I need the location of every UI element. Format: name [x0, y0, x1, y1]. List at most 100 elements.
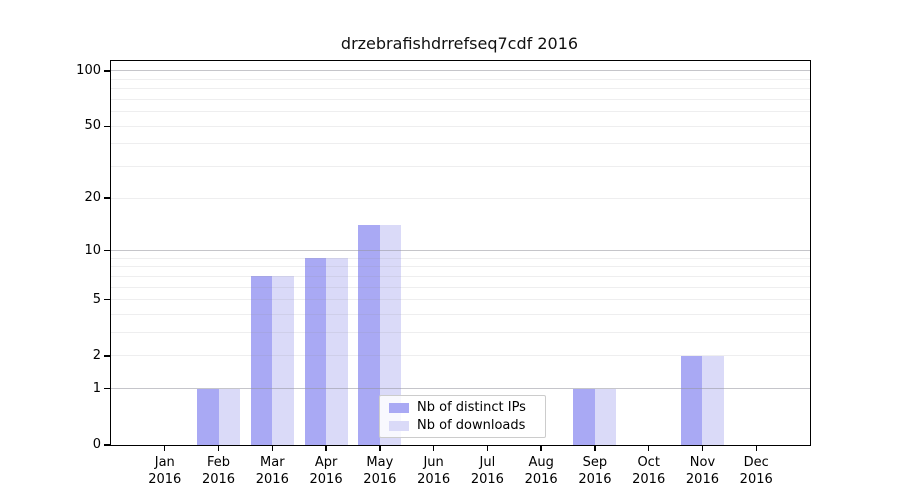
- y-minor-gridline: [111, 143, 810, 145]
- x-tick-mark: [594, 445, 596, 451]
- legend-row-downloads: Nb of downloads: [389, 418, 545, 433]
- y-tick-label: 100: [76, 62, 101, 78]
- y-minor-gridline: [111, 98, 810, 100]
- x-tick-month: Jan: [154, 455, 175, 470]
- bar-downloads-feb: [218, 388, 241, 445]
- x-tick-year: 2016: [739, 472, 773, 487]
- y-minor-gridline: [111, 299, 810, 301]
- y-minor-gridline: [111, 111, 810, 113]
- y-tick-mark: [104, 299, 110, 301]
- y-major-gridline: [111, 250, 810, 252]
- y-minor-gridline: [111, 166, 810, 168]
- y-tick-label: 50: [84, 118, 101, 134]
- x-tick-month: Apr: [314, 455, 338, 470]
- x-tick-mark: [486, 445, 489, 451]
- y-tick-label: 10: [84, 242, 101, 258]
- legend-row-distinct-ips: Nb of distinct IPs: [389, 400, 545, 415]
- y-tick-mark: [104, 355, 110, 357]
- y-major-gridline: [111, 70, 810, 72]
- y-minor-gridline: [111, 257, 810, 259]
- plot-area: Nb of distinct IPs Nb of downloads 0 1 2 5 1…: [76, 60, 811, 487]
- x-tick-mark: [540, 445, 542, 451]
- bar-distinct-ips-sep: [573, 388, 595, 445]
- chart-title: drzebrafishdrrefseq7cdf 2016: [340, 34, 579, 53]
- y-tick-mark: [104, 249, 110, 252]
- bar-downloads-may: [379, 225, 402, 445]
- legend-label-downloads: Nb of downloads: [417, 418, 526, 433]
- x-tick-year: 2016: [255, 472, 289, 487]
- legend-swatch-downloads: [389, 420, 409, 431]
- bar-distinct-ips-feb: [197, 388, 219, 445]
- x-tick-mark: [701, 445, 704, 451]
- x-tick-year: 2016: [632, 472, 666, 487]
- bar-downloads-sep: [594, 388, 617, 445]
- x-tick-month: Sep: [582, 455, 608, 470]
- y-minor-gridline: [111, 286, 810, 288]
- y-minor-gridline: [111, 266, 810, 268]
- x-tick-month: Nov: [689, 455, 716, 470]
- y-tick-label: 2: [92, 347, 101, 363]
- x-tick-mark: [164, 445, 166, 451]
- x-tick-month: Feb: [207, 455, 231, 470]
- x-tick-year: 2016: [685, 472, 719, 487]
- y-tick-mark: [104, 70, 110, 72]
- y-minor-gridline: [111, 332, 810, 334]
- x-tick-label: Oct 2016: [619, 454, 679, 488]
- bar-distinct-ips-mar: [250, 276, 273, 445]
- bar-distinct-ips-nov: [680, 355, 703, 445]
- x-tick-label: Jun 2016: [404, 454, 464, 488]
- y-minor-gridline: [111, 275, 810, 277]
- x-tick-year: 2016: [470, 472, 504, 487]
- y-tick-mark: [104, 125, 110, 127]
- x-tick-mark: [379, 445, 381, 451]
- x-tick-mark: [755, 445, 757, 451]
- x-tick-year: 2016: [201, 472, 236, 487]
- legend-label-distinct-ips: Nb of distinct IPs: [417, 400, 526, 415]
- legend-swatch-distinct-ips: [389, 402, 409, 413]
- bar-downloads-apr: [326, 258, 348, 445]
- bar-distinct-ips-may: [358, 225, 380, 445]
- x-tick-month: Aug: [528, 455, 554, 470]
- x-tick-label: Jul 2016: [457, 454, 517, 488]
- x-tick-month: Jun: [423, 455, 444, 470]
- x-tick-month: Dec: [743, 455, 769, 470]
- y-minor-gridline: [111, 125, 810, 127]
- x-tick-label: Aug 2016: [511, 454, 571, 488]
- y-minor-gridline: [111, 197, 810, 199]
- y-tick-mark: [104, 444, 110, 446]
- x-tick-mark: [432, 445, 435, 451]
- x-tick-year: 2016: [148, 472, 182, 487]
- x-tick-year: 2016: [363, 472, 397, 487]
- y-minor-gridline: [111, 314, 810, 315]
- x-tick-label: Apr 2016: [296, 454, 356, 488]
- bar-downloads-nov: [702, 355, 724, 445]
- x-tick-label: Sep 2016: [565, 454, 625, 488]
- x-tick-label: Mar 2016: [242, 454, 302, 488]
- x-tick-mark: [325, 445, 327, 451]
- x-tick-year: 2016: [578, 472, 612, 487]
- x-tick-mark: [217, 445, 220, 451]
- y-tick-mark: [104, 197, 110, 199]
- y-tick-mark: [104, 388, 110, 390]
- x-tick-label: Jan 2016: [135, 454, 195, 488]
- x-tick-mark: [271, 445, 273, 451]
- y-tick-label: 1: [92, 380, 101, 396]
- x-tick-year: 2016: [524, 472, 558, 487]
- x-tick-month: Jul: [479, 455, 496, 470]
- legend: Nb of distinct IPs Nb of downloads: [379, 395, 546, 438]
- x-tick-label: May 2016: [350, 454, 410, 488]
- y-tick-label: 20: [84, 190, 101, 206]
- x-tick-month: Mar: [260, 455, 285, 470]
- x-tick-month: May: [366, 455, 394, 470]
- x-tick-year: 2016: [309, 472, 343, 487]
- y-tick-label: 0: [92, 437, 101, 452]
- bar-distinct-ips-apr: [304, 258, 327, 445]
- x-tick-month: Oct: [637, 455, 660, 470]
- bar-downloads-mar: [272, 276, 294, 445]
- y-minor-gridline: [111, 88, 810, 90]
- y-tick-label: 5: [92, 291, 101, 307]
- x-tick-mark: [647, 445, 650, 451]
- x-tick-year: 2016: [417, 472, 451, 487]
- x-tick-label: Nov 2016: [672, 454, 732, 488]
